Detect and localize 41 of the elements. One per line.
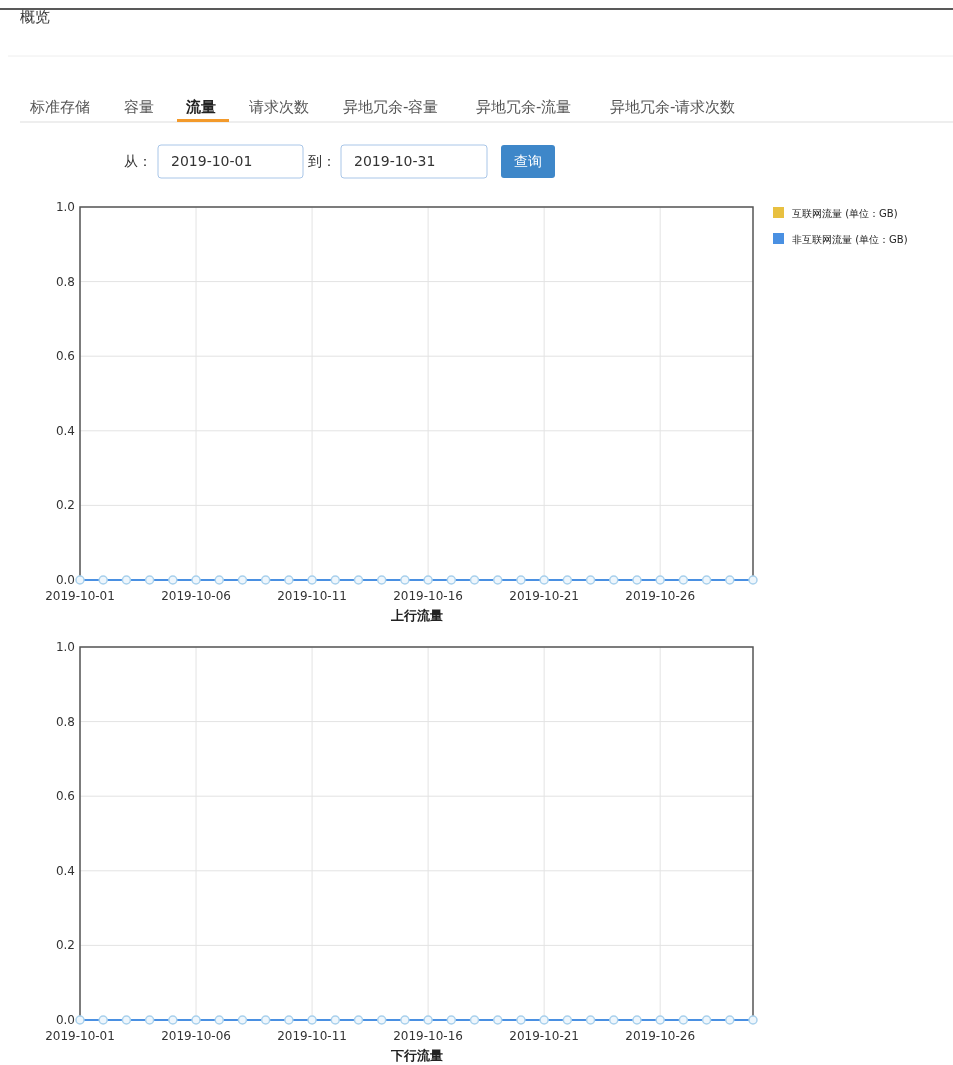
y-tick-label: 1.0: [55, 200, 75, 214]
y-tick-label: 0.6: [55, 789, 75, 804]
x-tick-label: 2019-10-06: [161, 1029, 231, 1043]
text: 到：: [308, 153, 336, 169]
x-tick-label: 2019-10-21: [509, 589, 580, 603]
y-tick-label: 0.8: [55, 714, 75, 729]
x-tick-label: 2019-10-11: [277, 589, 347, 603]
text: 异地冗余-流量: [476, 98, 572, 116]
text: 异地冗余-请求次数: [610, 98, 736, 116]
text: 异地冗余-容量: [343, 98, 439, 116]
y-tick-label: 0.8: [55, 274, 75, 289]
x-tick-label: 2019-10-01: [45, 589, 115, 603]
x-axis-title: 上行流量: [389, 608, 443, 623]
legend-label: 非互联网流量 (单位：GB): [792, 234, 908, 245]
text: 请求次数: [249, 98, 309, 116]
x-tick-label: 2019-10-26: [625, 589, 696, 603]
y-tick-label: 0.6: [55, 349, 75, 364]
x-tick-label: 2019-10-01: [45, 1029, 115, 1043]
x-tick-label: 2019-10-16: [393, 589, 463, 603]
x-tick-label: 2019-10-11: [277, 1029, 347, 1043]
y-tick-label: 0.2: [55, 938, 75, 953]
text: 查询: [514, 153, 542, 169]
y-tick-label: 0.2: [55, 498, 75, 513]
y-tick-label: 0.4: [55, 863, 75, 878]
y-tick-label: 0.0: [55, 573, 75, 587]
text: 从：: [124, 153, 152, 169]
y-tick-label: 1.0: [55, 640, 75, 654]
x-tick-label: 2019-10-06: [161, 589, 231, 603]
x-tick-label: 2019-10-16: [393, 1029, 463, 1043]
text: 流量: [185, 98, 216, 116]
legend-label: 互联网流量 (单位：GB): [792, 208, 898, 219]
chart-title: 概览: [20, 8, 50, 26]
text: 容量: [124, 98, 154, 116]
x-axis-title: 下行流量: [389, 1048, 443, 1063]
text: 标准存储: [29, 98, 90, 116]
x-tick-label: 2019-10-21: [509, 1029, 580, 1043]
text: 2019-10-31: [354, 153, 436, 169]
y-tick-label: 0.0: [55, 1013, 75, 1027]
x-tick-label: 2019-10-26: [625, 1029, 696, 1043]
text: 2019-10-01: [171, 153, 253, 169]
y-tick-label: 0.4: [55, 423, 75, 438]
